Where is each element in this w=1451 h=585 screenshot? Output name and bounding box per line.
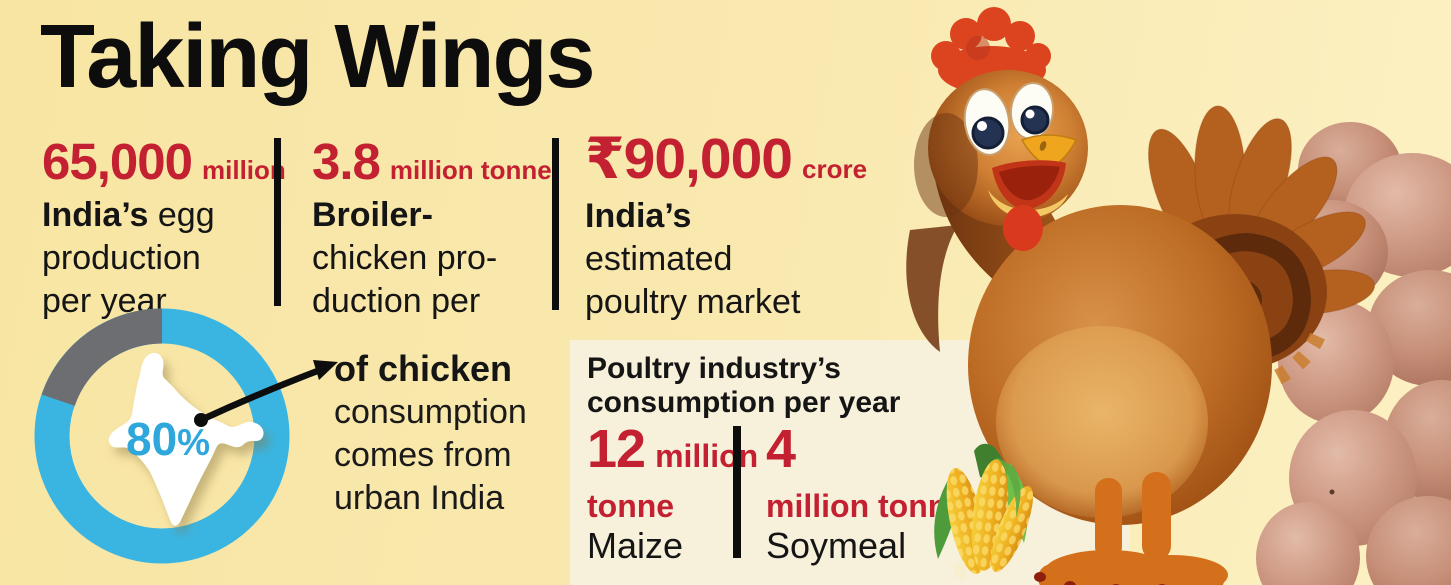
stat-market-unit: crore xyxy=(802,154,868,184)
stat-broiler-line2: chicken pro- xyxy=(312,239,498,277)
india-map-icon xyxy=(108,352,264,526)
stat-poultry-market: ₹90,000 crore India’s estimated poultry m… xyxy=(585,131,867,324)
maize-value: 12 xyxy=(587,419,646,479)
maize-label: Maize xyxy=(587,525,684,566)
stat-broiler-production: 3.8 million tonne Broiler- chicken pro- d… xyxy=(312,136,552,323)
chicken-and-eggs-illustration xyxy=(906,7,1451,585)
stat-market-line2: estimated xyxy=(585,240,733,278)
chicken-beak xyxy=(988,134,1078,219)
stat-broiler-value: 3.8 xyxy=(312,133,381,190)
stat-market-value-row: ₹90,000 crore xyxy=(585,131,867,188)
stat-broiler-line3: duction per xyxy=(312,282,481,320)
chicken-mascot-illustration xyxy=(906,7,1376,585)
stat-market-line3: poultry market xyxy=(585,283,801,321)
maize-corn-icon xyxy=(934,443,1034,580)
box-divider xyxy=(733,426,741,558)
stat-egg-line1: India’s egg xyxy=(42,196,215,234)
soymeal-stat: 4 million tonne Soymeal xyxy=(766,422,966,566)
consumption-box-title: Poultry industry’s consumption per year xyxy=(587,352,901,419)
soymeal-label: Soymeal xyxy=(766,525,907,566)
urban-consumption-callout: of chicken consumption comes from urban … xyxy=(334,348,527,517)
donut-chart xyxy=(34,308,290,564)
maize-unit-line2: tonne xyxy=(587,488,675,524)
donut-center-label: 80% xyxy=(126,413,211,465)
stat-egg-unit: million xyxy=(202,155,286,185)
stat-divider-2 xyxy=(552,138,559,310)
soymeal-unit-line2: million tonne xyxy=(766,488,966,524)
chicken-comb xyxy=(931,7,1051,94)
stat-egg-value-row: 65,000 million xyxy=(42,136,286,187)
stat-broiler-line1: Broiler- xyxy=(312,196,433,234)
stat-egg-production: 65,000 million India’s egg production per… xyxy=(42,136,286,323)
stat-egg-value: 65,000 xyxy=(42,133,193,190)
stat-market-line1: India’s xyxy=(585,197,692,235)
callout-arrow-icon xyxy=(194,360,338,427)
page-title: Taking Wings xyxy=(40,7,596,107)
maize-stat: 12 million tonne Maize xyxy=(587,422,759,566)
stat-broiler-unit: million tonne xyxy=(389,155,552,185)
soymeal-value: 4 xyxy=(766,419,796,479)
maize-unit-word: million xyxy=(655,438,759,474)
stat-divider-1 xyxy=(274,138,281,306)
chicken-legs xyxy=(1038,472,1228,585)
stat-broiler-value-row: 3.8 million tonne xyxy=(312,136,552,187)
donut-slice-urban xyxy=(34,308,290,564)
chicken-eyes xyxy=(963,82,1055,156)
chicken-wattle xyxy=(1003,205,1043,251)
stat-egg-line2: production xyxy=(42,239,201,277)
donut-slice-other xyxy=(41,308,163,407)
stat-market-value: ₹90,000 xyxy=(585,127,793,191)
